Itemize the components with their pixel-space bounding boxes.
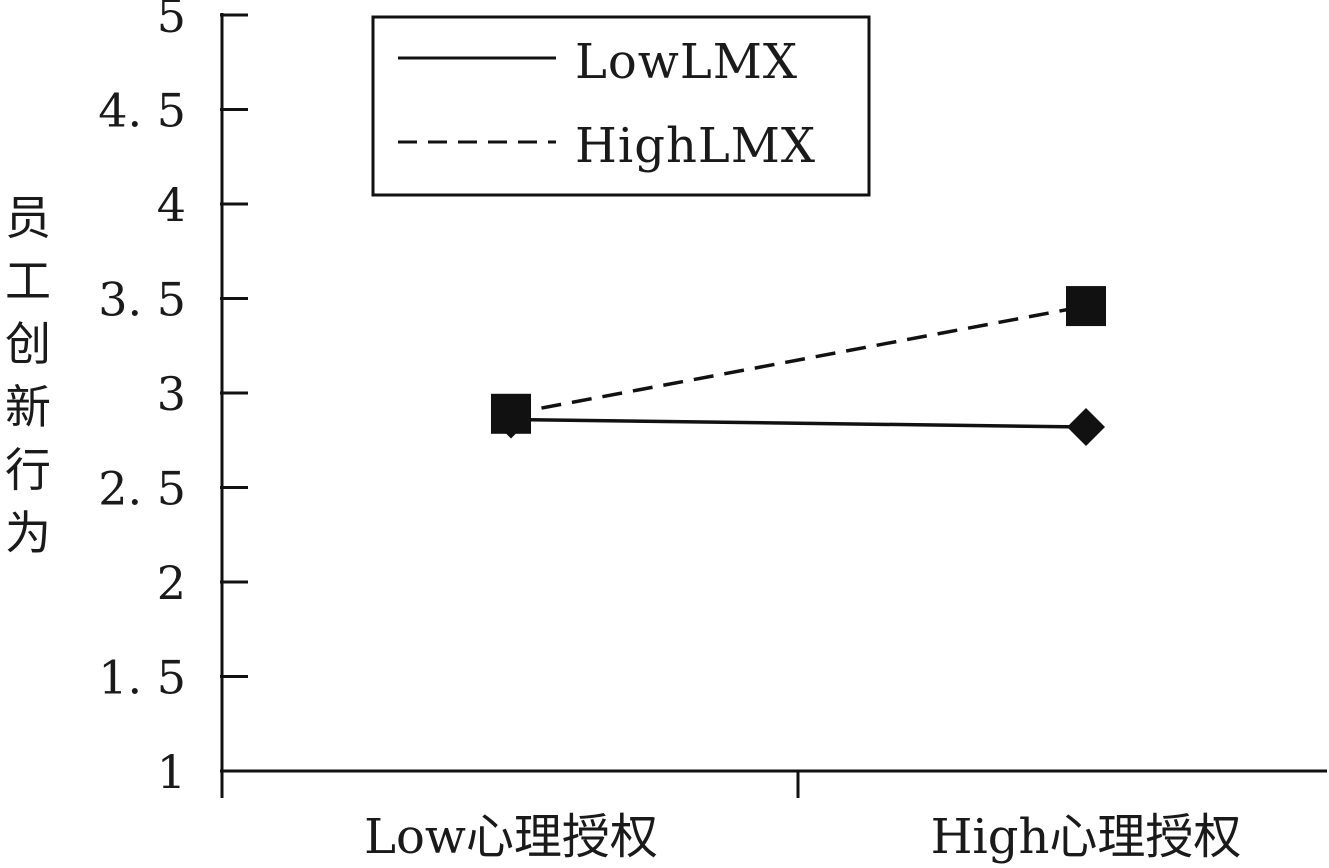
y-axis-label-char: 为 (5, 506, 51, 560)
x-category-label: High心理授权 (931, 809, 1242, 865)
y-tick-label: 5 (157, 0, 186, 43)
y-tick-label: 4 (157, 178, 186, 232)
series-line-highlmx (510, 304, 1087, 416)
y-tick-label: 1 (157, 745, 186, 799)
series-layer (491, 286, 1106, 447)
y-axis-label-char: 工 (5, 254, 51, 308)
y-tick-label: 1. 5 (98, 651, 186, 705)
data-point-square (491, 393, 531, 434)
data-point-square (1066, 286, 1106, 327)
legend-box (371, 15, 871, 197)
y-axis-label-char: 行 (5, 443, 51, 497)
y-tick-label: 2. 5 (98, 462, 186, 516)
y-tick-label: 2 (157, 556, 186, 610)
data-point-diamond (1067, 408, 1105, 447)
y-axis-label-char: 新 (5, 380, 51, 434)
y-axis-label-char: 创 (5, 317, 51, 371)
y-tick-label: 3 (157, 367, 186, 421)
x-category-label: Low心理授权 (364, 809, 658, 865)
y-axis-ticks: 1 1. 5 2 2. 5 3 3. 5 4 4. 5 5 (98, 0, 248, 799)
y-axis-label-char: 员 (5, 191, 51, 245)
y-tick-label: 4. 5 (98, 84, 186, 138)
x-axis-ticks: Low心理授权 High心理授权 (364, 809, 1241, 865)
legend-label: LowLMX (575, 34, 798, 90)
axes (220, 13, 1327, 798)
legend: LowLMX HighLMX (371, 15, 871, 197)
y-tick-label: 3. 5 (98, 273, 186, 327)
legend-label: HighLMX (575, 118, 816, 174)
series-line-lowlmx (510, 417, 1087, 429)
